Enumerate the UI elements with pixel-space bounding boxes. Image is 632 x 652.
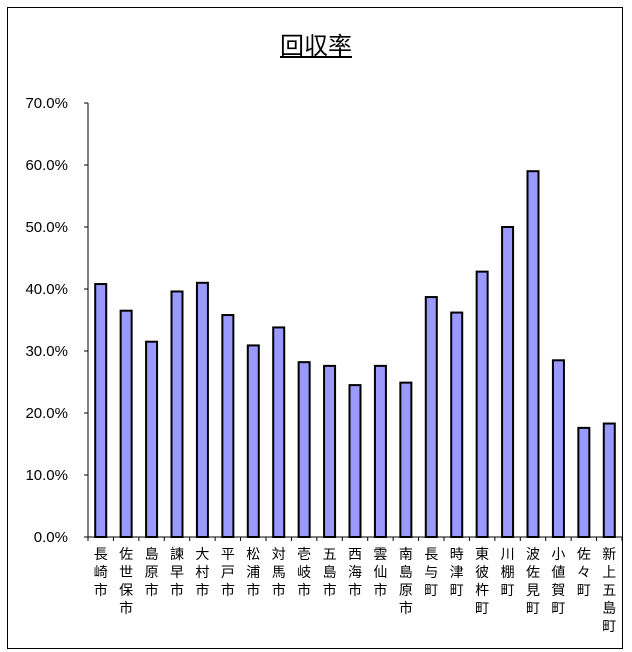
x-category-label: 南島原市 bbox=[399, 547, 413, 617]
x-category-label: 長与町 bbox=[424, 547, 438, 599]
x-category-label: 東彼杵町 bbox=[475, 547, 489, 617]
chart-title: 回収率 bbox=[280, 32, 352, 60]
bar bbox=[551, 359, 565, 538]
bar bbox=[323, 364, 337, 538]
bar bbox=[297, 361, 311, 538]
x-category-label: 川棚町 bbox=[501, 547, 515, 599]
bar bbox=[195, 281, 209, 538]
bar bbox=[399, 381, 413, 538]
y-tick-label: 20.0% bbox=[25, 405, 68, 422]
x-category-label: 対馬市 bbox=[272, 547, 286, 599]
bar bbox=[246, 344, 260, 539]
bar bbox=[602, 422, 616, 539]
bar bbox=[145, 340, 159, 539]
x-category-label: 小値賀町 bbox=[551, 547, 565, 617]
y-tick-label: 0.0% bbox=[34, 529, 68, 546]
x-category-label: 五島市 bbox=[323, 547, 337, 599]
x-category-label: 大村市 bbox=[195, 547, 209, 599]
x-category-label: 時津町 bbox=[450, 547, 464, 599]
y-tick-label: 30.0% bbox=[25, 343, 68, 360]
bar bbox=[94, 283, 108, 539]
bar bbox=[450, 311, 464, 538]
bar bbox=[475, 270, 489, 538]
x-category-label: 佐世保市 bbox=[119, 547, 133, 617]
x-category-label: 雲仙市 bbox=[373, 547, 387, 599]
bar bbox=[221, 314, 235, 539]
bar bbox=[170, 290, 184, 539]
x-category-label: 島原市 bbox=[145, 547, 159, 599]
bar bbox=[526, 170, 540, 538]
y-tick-label: 10.0% bbox=[25, 467, 68, 484]
x-category-label: 松浦市 bbox=[246, 547, 260, 599]
x-category-label: 平戸市 bbox=[221, 547, 235, 599]
x-category-label: 西海市 bbox=[348, 547, 362, 599]
bar bbox=[373, 364, 387, 538]
y-tick-label: 50.0% bbox=[25, 219, 68, 236]
x-category-label: 佐々町 bbox=[577, 547, 591, 599]
x-category-label: 諫早市 bbox=[170, 547, 184, 599]
bar bbox=[272, 326, 286, 538]
bar bbox=[348, 384, 362, 538]
bar bbox=[577, 426, 591, 539]
x-category-label: 新上五島町 bbox=[602, 547, 616, 635]
bar bbox=[424, 296, 438, 538]
x-category-label: 長崎市 bbox=[94, 547, 108, 599]
x-category-label: 波佐見町 bbox=[526, 547, 540, 617]
bar bbox=[119, 309, 133, 539]
chart-frame bbox=[7, 7, 623, 649]
y-tick-label: 40.0% bbox=[25, 281, 68, 298]
y-tick-label: 70.0% bbox=[25, 95, 68, 112]
y-tick-label: 60.0% bbox=[25, 157, 68, 174]
x-category-label: 壱岐市 bbox=[297, 546, 311, 599]
bar bbox=[501, 226, 515, 538]
